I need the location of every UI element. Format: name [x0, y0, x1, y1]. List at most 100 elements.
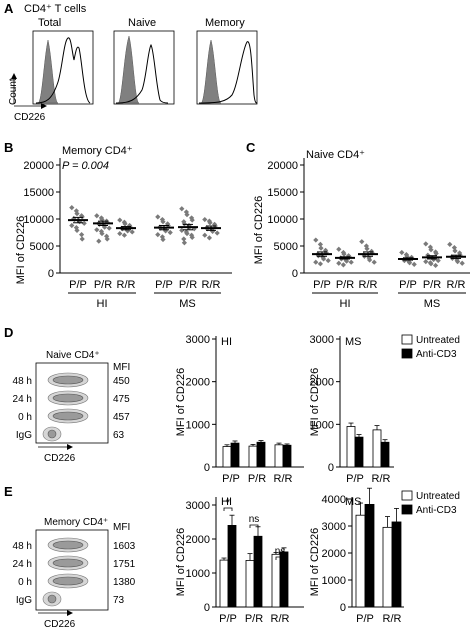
isotype-histogram	[37, 39, 59, 104]
panel-a-letter: A	[4, 1, 14, 16]
legend-label-anti-cd3: Anti-CD3	[416, 505, 457, 516]
data-point	[452, 248, 458, 254]
x-tick-label: P/P	[346, 473, 364, 485]
sig-label: ns	[275, 546, 286, 557]
population-inner	[52, 558, 84, 568]
group-label: HI	[340, 298, 351, 310]
x-tick-label: R/R	[372, 473, 391, 485]
mfi-value: 1603	[113, 541, 136, 552]
sig-bracket	[275, 556, 285, 560]
histogram-naive	[113, 30, 175, 105]
population-inner	[47, 594, 57, 604]
bar-anti-cd3	[354, 436, 364, 468]
data-point	[371, 259, 377, 265]
histogram-frame	[113, 30, 175, 105]
data-point	[427, 244, 433, 250]
y-tick-label: 3000	[310, 334, 334, 346]
data-point	[317, 241, 323, 247]
panel-e-ms-bars: 0 1000 2000 3000 4000 P/P R/R	[322, 487, 402, 625]
bar-untreated	[271, 553, 281, 608]
panel-e-cd226-arrowhead	[67, 610, 73, 616]
mfi-value: 63	[113, 430, 125, 441]
data-point	[202, 216, 208, 223]
data-point	[459, 260, 465, 266]
panel-e-hi-ylabel: MFI of CD226	[175, 528, 187, 596]
population-inner	[52, 393, 84, 403]
data-point	[423, 259, 429, 265]
data-point	[344, 258, 350, 264]
panel-d-letter: D	[4, 325, 13, 340]
y-tick-label: 3000	[322, 521, 346, 533]
data-point	[407, 260, 413, 266]
data-point	[121, 232, 127, 238]
y-tick-label: 2000	[310, 377, 334, 389]
y-tick-label: 0	[328, 462, 334, 474]
data-point	[179, 206, 185, 212]
panel-c-letter: C	[246, 140, 256, 155]
y-tick-label: 15000	[23, 187, 54, 199]
timepoint-label: 0 h	[18, 577, 32, 588]
data-point	[184, 230, 190, 237]
data-point	[106, 225, 112, 231]
bar-anti-cd3	[253, 535, 263, 608]
data-point	[363, 243, 369, 249]
data-point	[160, 236, 166, 243]
timepoint-label: IgG	[16, 430, 32, 441]
count-arrowhead	[11, 73, 17, 79]
panel-e-mfi-header: MFI	[113, 522, 130, 533]
panel-d-ms-bars: 0 1000 2000 3000 P/P R/R	[310, 334, 391, 485]
legend-swatch-anti-cd3	[401, 504, 413, 515]
y-tick-label: 1000	[186, 419, 210, 431]
x-tick-label: P/R	[179, 279, 197, 291]
panel-c-ylabel: MFI of CD226	[253, 196, 265, 264]
data-point	[451, 245, 457, 251]
panel-e-ms-ylabel: MFI of CD226	[309, 528, 321, 596]
panel-d-flow-title: Naive CD4⁺	[46, 350, 100, 361]
data-point	[315, 253, 321, 259]
data-point	[160, 219, 166, 225]
data-point	[99, 216, 105, 223]
data-point	[435, 257, 441, 264]
legend-label-untreated: Untreated	[416, 491, 460, 502]
panel-c-x-labels: P/P P/R R/R HI P/P P/R R/R MS	[312, 279, 466, 310]
x-tick-label: R/R	[274, 473, 293, 485]
panel-d-ms-title: MS	[345, 336, 362, 348]
y-tick-label: 10000	[23, 214, 54, 226]
sig-bracket	[249, 524, 259, 528]
panel-d-ms-ylabel: MFI of CD226	[309, 368, 321, 436]
x-tick-label: P/P	[399, 279, 417, 291]
panel-d-hi-ylabel: MFI of CD226	[175, 368, 187, 436]
data-point	[155, 232, 161, 238]
data-point	[94, 227, 100, 233]
timepoint-label: 24 h	[13, 559, 32, 570]
data-point	[74, 227, 80, 233]
x-tick-label: R/R	[271, 613, 290, 625]
histogram-frame	[196, 30, 258, 105]
data-point	[411, 261, 417, 267]
bar-untreated	[219, 559, 229, 608]
data-point	[214, 230, 220, 236]
timepoint-label: IgG	[16, 595, 32, 606]
panel-e-flow-frame	[35, 529, 109, 611]
data-point	[423, 241, 429, 247]
bar-anti-cd3	[227, 525, 237, 608]
timepoint-label: 24 h	[13, 394, 32, 405]
data-point	[399, 249, 405, 256]
timepoint-label: 48 h	[13, 376, 32, 387]
population-inner	[52, 540, 84, 550]
isotype-histogram	[117, 35, 140, 104]
data-point	[359, 239, 365, 245]
x-tick-label: P/R	[248, 473, 266, 485]
data-point	[321, 256, 327, 262]
x-tick-label: P/R	[94, 279, 112, 291]
y-tick-label: 1000	[186, 568, 210, 580]
sig-bracket	[223, 507, 233, 511]
x-tick-label: P/R	[423, 279, 441, 291]
isotype-histogram	[200, 39, 222, 104]
bar-anti-cd3	[391, 521, 402, 608]
group-label: MS	[424, 298, 441, 310]
y-tick-label: 5000	[30, 241, 54, 253]
mfi-value: 73	[113, 595, 125, 606]
sig-label: ns	[249, 514, 260, 525]
panel-a-title: CD4⁺ T cells	[24, 3, 87, 15]
